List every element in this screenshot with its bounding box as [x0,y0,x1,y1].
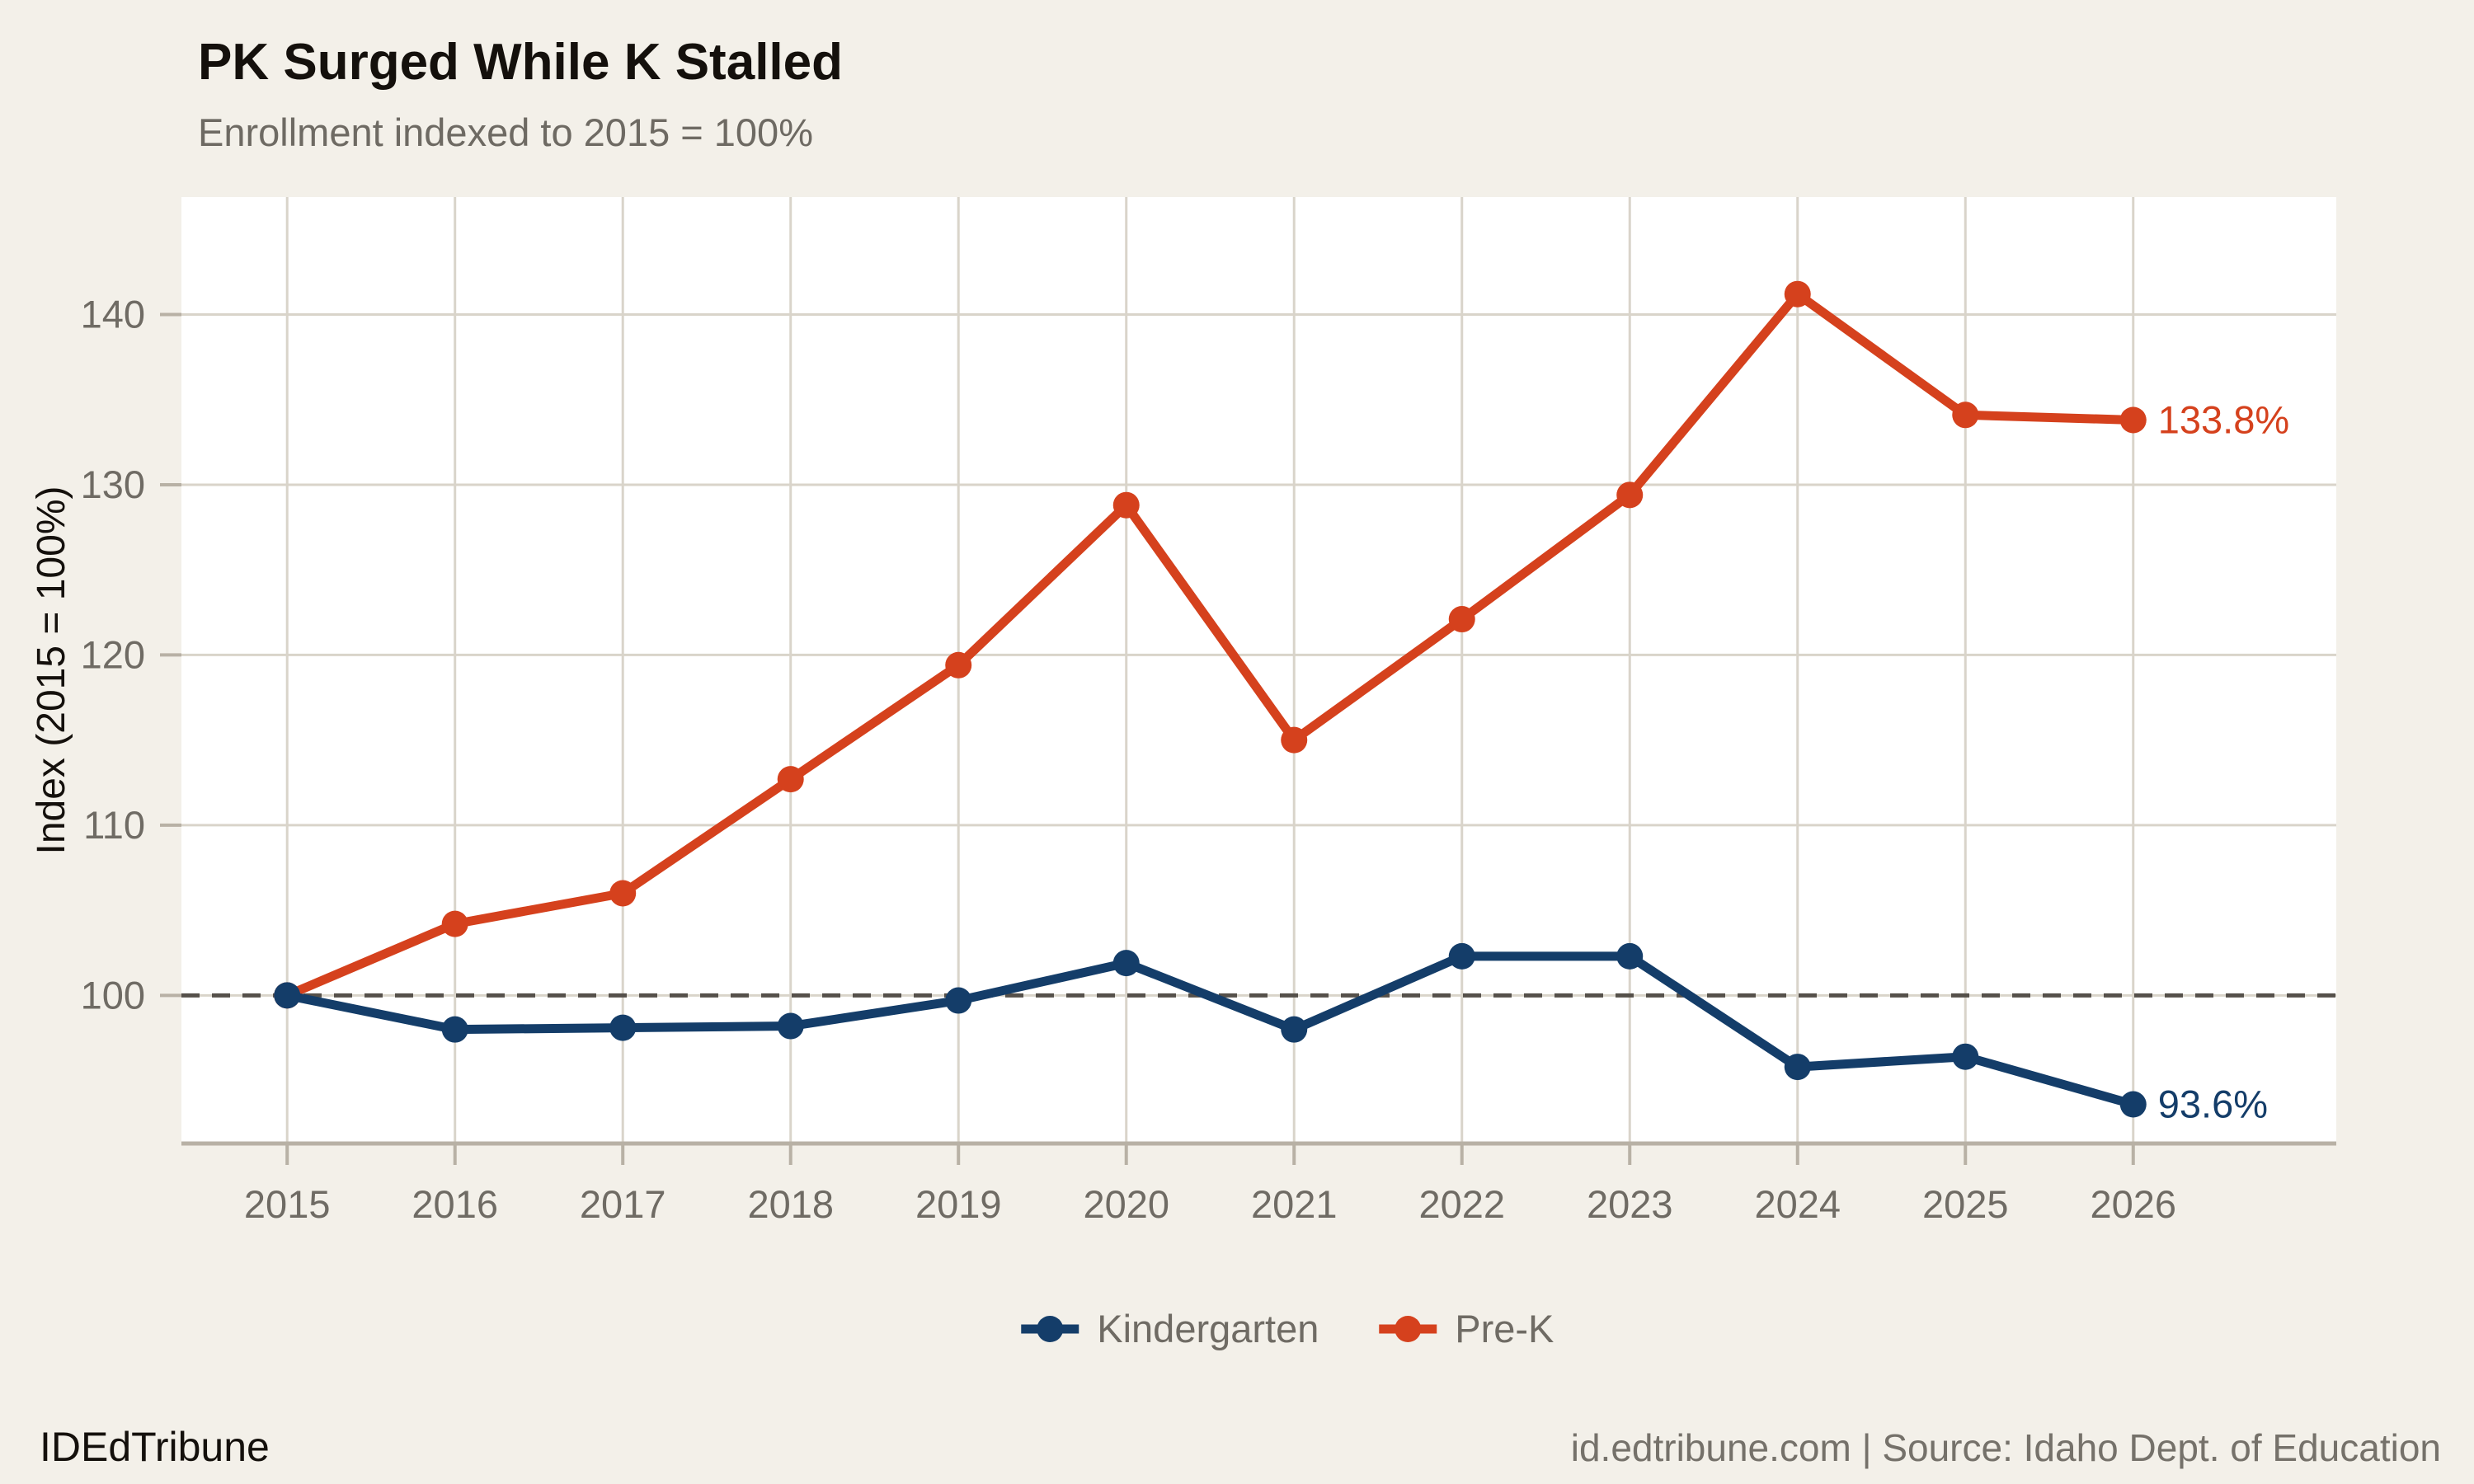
y-tick-label: 110 [83,803,145,847]
data-point-kindergarten [609,1014,637,1041]
x-tick-label: 2022 [1418,1182,1505,1226]
plot-panel [181,197,2336,1144]
y-tick-label: 100 [81,973,145,1017]
end-label-pre-k: 133.8% [2158,397,2289,441]
data-point-pre-k [777,766,804,793]
x-tick-label: 2018 [747,1182,834,1226]
legend-label: Pre-K [1455,1307,1554,1350]
data-point-pre-k [945,651,972,679]
y-tick-label: 120 [81,632,145,676]
data-point-pre-k [1448,606,1475,633]
data-point-pre-k [1952,402,1979,429]
x-tick-label: 2019 [915,1182,1002,1226]
x-tick-label: 2021 [1251,1182,1338,1226]
y-axis-title: Index (2015 = 100%) [30,486,73,855]
legend: Kindergarten Pre-K [1021,1307,1554,1350]
data-point-kindergarten [1281,1016,1308,1043]
data-point-kindergarten [945,987,972,1014]
data-point-kindergarten [1112,950,1140,977]
data-point-pre-k [1112,491,1140,519]
data-point-pre-k [1784,280,1811,308]
x-tick-label: 2016 [412,1182,498,1226]
data-point-pre-k [2119,406,2147,434]
data-point-pre-k [609,880,637,907]
series-line-pre-k [282,289,2138,1000]
data-point-pre-k [1616,481,1644,509]
data-point-kindergarten [1616,942,1644,970]
data-point-kindergarten [777,1012,804,1040]
source-attribution: id.edtribune.com | Source: Idaho Dept. o… [1570,1426,2441,1469]
data-point-kindergarten [274,982,301,1009]
legend-marker-dot [1395,1316,1422,1342]
x-tick-label: 2017 [580,1182,666,1226]
chart-header: PK Surged While K Stalled Enrollment ind… [198,33,843,155]
legend-marker-dot [1037,1316,1064,1342]
x-tick-label: 2024 [1754,1182,1841,1226]
data-point-kindergarten [441,1016,468,1043]
data-point-pre-k [441,910,468,937]
x-tick-label: 2020 [1083,1182,1169,1226]
y-tick-label: 130 [81,463,145,506]
data-point-kindergarten [1952,1043,1979,1070]
legend-label: Kindergarten [1097,1307,1319,1350]
x-tick-label: 2025 [1922,1182,2009,1226]
chart-title: PK Surged While K Stalled [198,34,843,91]
legend-item-kindergarten: Kindergarten [1021,1307,1319,1350]
x-tick-label: 2023 [1587,1182,1673,1226]
end-label-kindergarten: 93.6% [2158,1082,2268,1126]
data-point-pre-k [1281,726,1308,754]
data-point-kindergarten [1448,942,1475,970]
x-tick-label: 2026 [2090,1182,2176,1226]
y-tick-label: 140 [81,292,145,336]
data-point-kindergarten [2119,1091,2147,1118]
legend-item-pre-k: Pre-K [1379,1307,1554,1350]
brand-logo-text: IDEdTribune [40,1424,270,1470]
series-line-kindergarten [282,951,2138,1110]
chart-subtitle: Enrollment indexed to 2015 = 100% [198,110,813,154]
x-tick-label: 2015 [244,1182,331,1226]
data-point-kindergarten [1784,1054,1811,1081]
chart-footer: IDEdTribune id.edtribune.com | Source: I… [0,1423,2474,1471]
